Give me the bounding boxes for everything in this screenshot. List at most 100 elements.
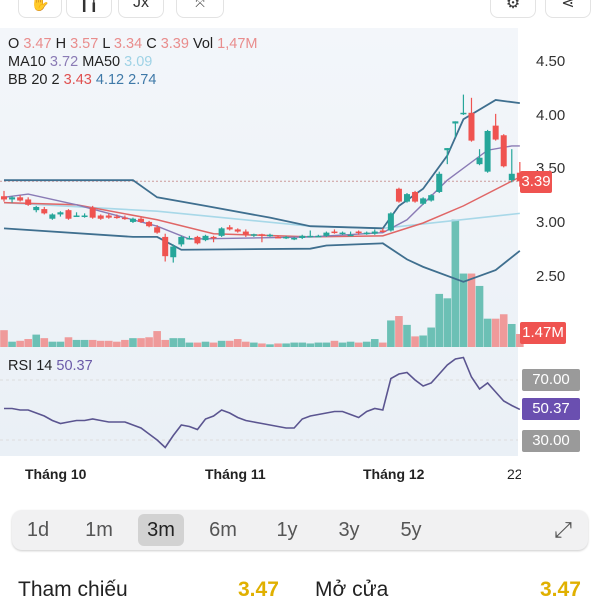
- candle-body: [41, 209, 48, 214]
- volume-bar: [322, 342, 331, 347]
- indicator-button[interactable]: ┃╽: [66, 0, 112, 18]
- ohlc-legend: O 3.47 H 3.57 L 3.34 C 3.39 Vol 1,47M: [8, 36, 257, 52]
- candle-body: [242, 231, 249, 235]
- drawing-button[interactable]: ⤧: [176, 0, 224, 18]
- volume-bar: [459, 273, 468, 347]
- volume-bar: [113, 341, 121, 347]
- volume-bar: [56, 341, 65, 347]
- volume-bar: [217, 340, 226, 347]
- drawing-icon: ⤧: [195, 0, 205, 10]
- range-3y[interactable]: 3y: [338, 519, 360, 541]
- candle-body: [146, 221, 153, 227]
- candle-body: [339, 232, 346, 235]
- fx-icon: Jx: [133, 0, 149, 11]
- close-value: 3.39: [160, 36, 189, 52]
- share-icon: ⋖: [561, 0, 575, 12]
- volume-bar: [443, 298, 452, 347]
- volume-value: 1,47M: [217, 36, 258, 52]
- volume-bar: [0, 330, 8, 347]
- candle-body: [428, 195, 435, 201]
- candle-body: [178, 236, 185, 245]
- candle-body: [57, 212, 64, 215]
- candle-body: [315, 235, 322, 238]
- bb-mid-value: 3.43: [63, 72, 92, 88]
- price-chart[interactable]: [0, 0, 600, 460]
- ma10-label: MA10: [8, 54, 46, 70]
- ma10-value: 3.72: [49, 54, 79, 70]
- close-label: C: [146, 36, 157, 52]
- volume-bar: [290, 342, 298, 347]
- hand-tool-button[interactable]: ✋: [18, 0, 62, 18]
- volume-bar: [16, 340, 24, 347]
- range-1m[interactable]: 1m: [85, 519, 113, 541]
- high-value: 3.57: [70, 36, 99, 52]
- candle-body: [468, 112, 475, 141]
- candle-body: [218, 228, 225, 236]
- volume-bar: [362, 341, 371, 347]
- candle-body: [89, 208, 96, 218]
- rsi-line: [4, 356, 521, 449]
- range-1d[interactable]: 1d: [26, 519, 50, 541]
- volume-bar: [266, 344, 274, 347]
- share-button[interactable]: ⋖: [545, 0, 591, 18]
- candle-body: [97, 215, 104, 219]
- candle-body: [266, 234, 273, 237]
- open-label: O: [8, 36, 20, 52]
- volume-bar: [193, 342, 202, 347]
- volume-bar: [161, 339, 169, 347]
- volume-bar: [250, 342, 258, 347]
- volume-bar: [338, 342, 347, 347]
- volume-bar: [451, 219, 460, 347]
- volume-bar: [298, 342, 307, 347]
- settings-button[interactable]: ⚙: [490, 0, 536, 18]
- volume-bar: [467, 273, 476, 347]
- range-6m[interactable]: 6m: [209, 519, 237, 541]
- candle-body: [49, 214, 56, 219]
- candle-body: [476, 157, 483, 165]
- reference-value: 3.47: [238, 578, 279, 601]
- expand-icon[interactable]: ⤢: [554, 517, 572, 542]
- volume-bar: [72, 339, 81, 347]
- candle-body: [105, 215, 112, 218]
- candle-body: [460, 112, 467, 115]
- rsi-last-badge: 50.37: [522, 398, 580, 420]
- volume-bar: [419, 335, 427, 347]
- hand-icon: ✋: [30, 0, 50, 12]
- fx-button[interactable]: Jx: [118, 0, 164, 18]
- candle-body: [234, 229, 241, 232]
- volume-bar: [483, 318, 492, 347]
- volume-bar: [370, 339, 379, 347]
- bb-legend: BB 20 2 3.43 4.12 2.74: [8, 72, 156, 88]
- candle-body: [1, 196, 7, 200]
- candle-body: [404, 194, 410, 202]
- x-label: 22: [507, 466, 521, 482]
- candle-body: [444, 148, 451, 151]
- time-range-selector: 1d 1m 3m 6m 1y 3y 5y ⤢: [12, 510, 588, 550]
- candle-body: [363, 232, 370, 235]
- range-3m[interactable]: 3m: [138, 514, 184, 546]
- candle-body: [33, 206, 40, 211]
- volume-bar: [491, 318, 500, 347]
- candle-body: [25, 199, 32, 205]
- candle-body: [283, 236, 290, 239]
- candle-body: [291, 237, 298, 240]
- volume-bar: [24, 339, 32, 347]
- bb-lower-value: 2.74: [128, 72, 157, 88]
- candle-body: [508, 173, 515, 181]
- candle-body: [500, 135, 507, 167]
- volume-bar: [80, 339, 89, 347]
- ma50-value: 3.09: [124, 54, 153, 70]
- candle-body: [138, 218, 145, 222]
- candle-body: [113, 216, 120, 219]
- chart-area[interactable]: [0, 28, 518, 456]
- high-label: H: [55, 36, 67, 52]
- range-1y[interactable]: 1y: [276, 519, 298, 541]
- candle-body: [121, 217, 128, 220]
- candle-body: [258, 234, 265, 236]
- volume-bar: [427, 327, 435, 347]
- range-5y[interactable]: 5y: [400, 519, 422, 541]
- candle-body: [387, 213, 394, 231]
- candle-body: [412, 191, 419, 202]
- x-label: Tháng 12: [363, 466, 425, 482]
- volume-bar: [475, 285, 484, 347]
